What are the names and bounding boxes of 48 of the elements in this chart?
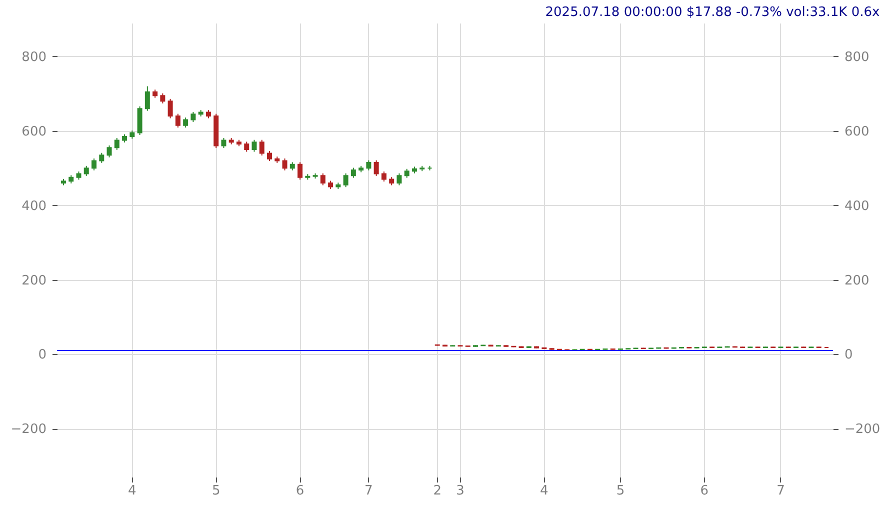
candlestick — [366, 160, 372, 171]
y2-tick-label: −200 — [844, 422, 880, 438]
candlestick — [106, 144, 112, 158]
candlestick — [190, 111, 196, 122]
y-tick-label: −200 — [10, 422, 46, 438]
y2-tick-label: 200 — [844, 273, 870, 288]
candlestick — [244, 141, 250, 152]
candlestick — [84, 165, 89, 176]
x-tick-label: 5 — [616, 484, 625, 498]
candlestick — [168, 98, 173, 119]
y-tick-label: 0 — [38, 348, 46, 363]
candlestick — [374, 160, 379, 176]
y-tick-label: 800 — [22, 50, 46, 65]
y2-tick-label: 400 — [844, 198, 870, 214]
x-tick-label: 6 — [296, 484, 304, 498]
y-tick-label: 600 — [22, 124, 46, 140]
candlestick — [267, 150, 272, 162]
candlestick — [175, 113, 180, 128]
x-tick-label: 2 — [433, 484, 442, 498]
x-tick-label: 5 — [212, 484, 220, 498]
candlestick — [92, 158, 97, 171]
candlestick — [320, 172, 326, 186]
y2-tick-label: 0 — [844, 348, 853, 363]
candlestick — [350, 167, 356, 178]
candlestick — [381, 170, 386, 182]
candlestick — [282, 158, 288, 171]
candlestick — [99, 152, 104, 164]
y2-tick-label: 600 — [844, 124, 870, 140]
x-tick-label: 3 — [456, 484, 464, 498]
y2-tick-label: 800 — [844, 50, 870, 65]
chart-title: 2025.07.18 00:00:00 $17.88 -0.73% vol:33.1K 0.6x — [545, 5, 880, 20]
candlestick — [298, 162, 303, 180]
candlestick — [221, 137, 226, 149]
x-tick-label: 7 — [776, 484, 785, 498]
candlestick — [343, 172, 348, 188]
y-tick-label: 400 — [22, 198, 46, 214]
x-tick-label: 4 — [540, 484, 548, 498]
candlestick — [183, 117, 188, 128]
y-tick-label: 200 — [22, 273, 46, 288]
candlestick — [114, 137, 120, 150]
x-tick-label: 4 — [128, 484, 136, 498]
candlestick — [396, 172, 402, 186]
x-tick-label: 7 — [364, 484, 373, 498]
candlestick — [144, 86, 150, 112]
candlestick — [160, 92, 166, 104]
candlestick — [252, 139, 257, 152]
x-tick-label: 6 — [700, 484, 709, 498]
candlestick — [259, 139, 264, 156]
